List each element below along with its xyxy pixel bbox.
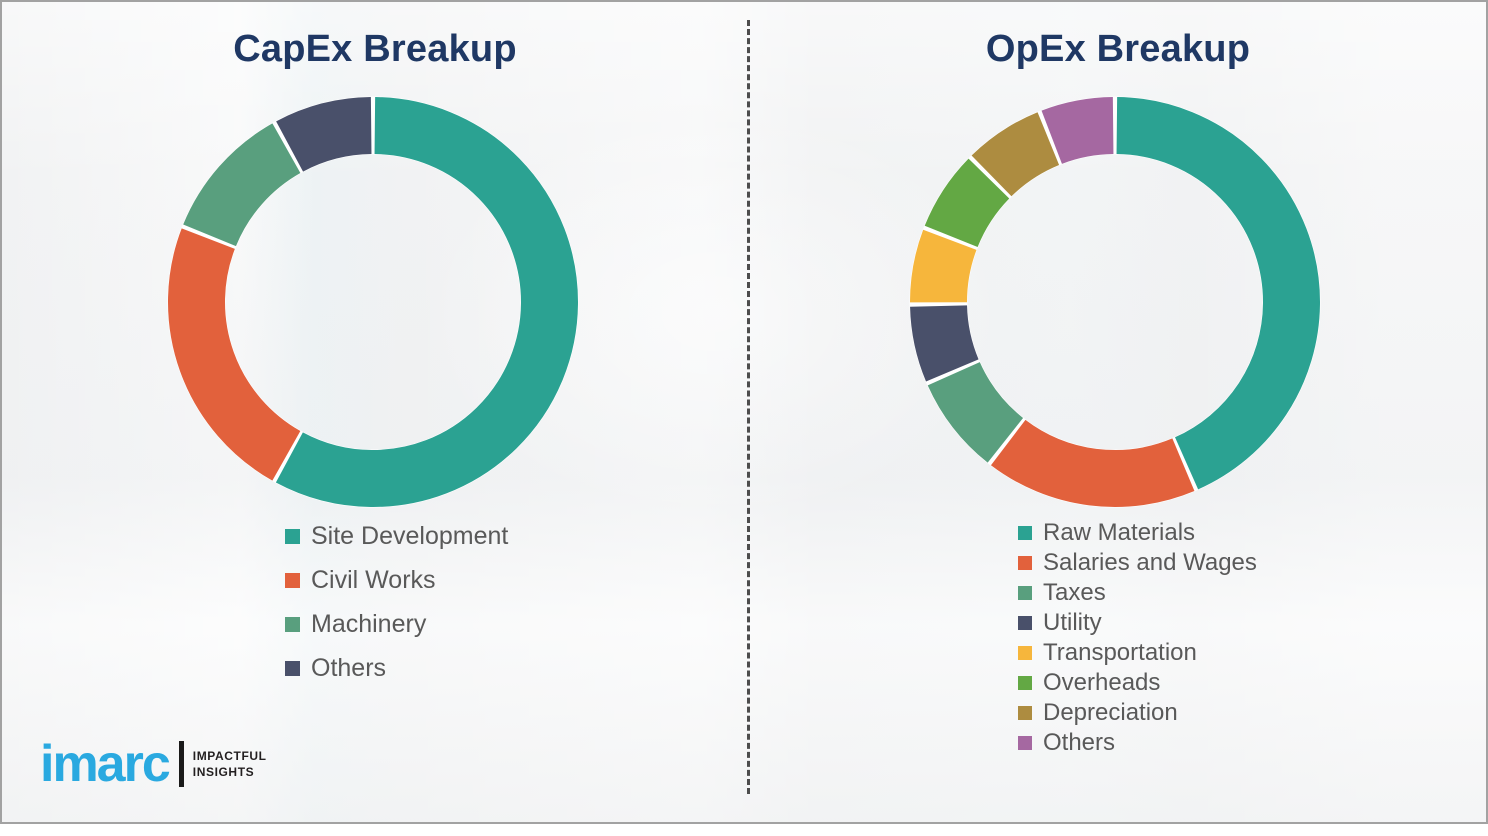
donut-segment-salaries-and-wages [910, 97, 1320, 507]
legend-item-utility: Utility [1018, 608, 1257, 638]
legend-label-raw-materials: Raw Materials [1043, 519, 1196, 546]
legend-label-others: Others [1043, 729, 1116, 756]
legend-item-depreciation: Depreciation [1018, 698, 1257, 728]
legend-swatch-others [285, 660, 300, 676]
legend-swatch-utility [1018, 616, 1032, 630]
logo-tagline: IMPACTFUL INSIGHTS [193, 748, 267, 780]
legend-label-machinery: Machinery [311, 609, 427, 638]
donut-segment-site-development [168, 97, 578, 507]
legend-label-others: Others [311, 653, 387, 682]
logo-tagline-line2: INSIGHTS [192, 765, 255, 779]
opex-panel: OpEx Breakup [750, 2, 1486, 822]
legend-swatch-others [1018, 736, 1032, 750]
donut-segment-taxes [910, 96, 1320, 507]
imarc-logo: imarc IMPACTFUL INSIGHTS [40, 738, 267, 790]
legend-label-salaries-and-wages: Salaries and Wages [1043, 549, 1257, 576]
legend-item-others: Others [285, 646, 508, 690]
capex-panel: CapEx Breakup [2, 2, 748, 822]
legend-item-overheads: Overheads [1018, 668, 1257, 698]
donut-segment-civil-works [168, 97, 578, 507]
legend-label-taxes: Taxes [1043, 579, 1106, 606]
legend-swatch-depreciation [1018, 706, 1032, 720]
donut-segment-depreciation [910, 96, 1320, 507]
legend-item-raw-materials: Raw Materials [1018, 518, 1257, 548]
legend-item-others: Others [1018, 728, 1257, 758]
donut-segment-raw-materials [910, 97, 1320, 507]
capex-donut-chart [167, 96, 579, 508]
legend-label-utility: Utility [1043, 609, 1102, 636]
donut-segment-machinery [167, 96, 578, 507]
donut-segment-utility [910, 97, 1320, 507]
logo-divider-bar [178, 741, 184, 787]
capex-chart-title: CapEx Breakup [233, 28, 517, 70]
dashed-panel-divider [747, 20, 750, 794]
logo-tagline-line1: IMPACTFUL [192, 748, 267, 763]
legend-swatch-raw-materials [1018, 526, 1032, 540]
opex-donut-chart [909, 96, 1321, 508]
legend-swatch-taxes [1018, 586, 1032, 600]
legend-label-transportation: Transportation [1043, 639, 1197, 666]
legend-swatch-machinery [285, 616, 300, 632]
opex-chart-title: OpEx Breakup [985, 28, 1251, 70]
legend-item-site-development: Site Development [285, 514, 508, 558]
legend-item-transportation: Transportation [1018, 638, 1257, 668]
legend-label-site-development: Site Development [311, 521, 509, 550]
legend-swatch-transportation [1018, 646, 1032, 660]
donut-segment-overheads [910, 96, 1320, 507]
imarc-logo-wordmark: imarc [40, 735, 171, 793]
legend-swatch-site-development [285, 528, 300, 544]
legend-label-depreciation: Depreciation [1043, 699, 1178, 726]
legend-item-taxes: Taxes [1018, 578, 1257, 608]
capex-legend: Site Development Civil Works Machinery Othe… [285, 514, 508, 690]
legend-item-civil-works: Civil Works [285, 558, 508, 602]
legend-label-overheads: Overheads [1043, 669, 1161, 696]
legend-item-salaries-and-wages: Salaries and Wages [1018, 548, 1257, 578]
opex-legend: Raw Materials Salaries and Wages Taxes Util… [1018, 518, 1257, 758]
legend-swatch-overheads [1018, 676, 1032, 690]
legend-label-civil-works: Civil Works [311, 565, 436, 594]
legend-item-machinery: Machinery [285, 602, 508, 646]
legend-swatch-civil-works [285, 572, 300, 588]
legend-swatch-salaries-and-wages [1018, 556, 1032, 570]
